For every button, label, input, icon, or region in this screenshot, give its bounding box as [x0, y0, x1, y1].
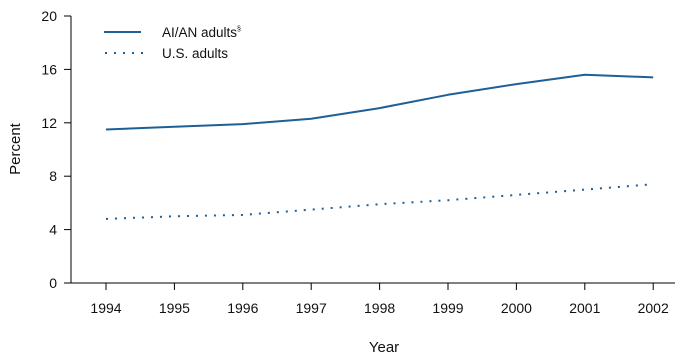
legend-label-us: U.S. adults — [162, 46, 228, 61]
x-tick-label: 2000 — [501, 300, 532, 316]
x-tick-label: 1997 — [296, 300, 327, 316]
x-tick-label: 2001 — [569, 300, 600, 316]
y-tick-label: 20 — [41, 8, 57, 24]
legend: AI/AN adults§ U.S. adults — [104, 25, 241, 61]
y-axis-title: Percent — [7, 122, 24, 175]
legend-label-ai-an-text: AI/AN adults — [162, 25, 237, 40]
x-axis-title: Year — [369, 339, 399, 353]
series-line-ai-an-adults — [105, 73, 654, 131]
y-tick-label: 8 — [49, 168, 57, 184]
series-line-us-adults — [105, 183, 654, 220]
x-axis-ticks: 1994 1995 1996 1997 1998 1999 2000 2001 2002 — [90, 283, 669, 316]
x-tick-label: 1999 — [432, 300, 463, 316]
y-tick-label: 4 — [49, 222, 57, 238]
y-tick-label: 0 — [49, 275, 57, 291]
x-tick-label: 1998 — [364, 300, 395, 316]
legend-label-ai-an-sup: § — [237, 26, 241, 33]
chart-axes — [70, 16, 675, 284]
x-tick-label: 1995 — [159, 300, 190, 316]
x-tick-label: 1996 — [227, 300, 258, 316]
y-axis-ticks: 0 4 8 12 16 20 — [41, 8, 71, 291]
y-tick-label: 12 — [41, 115, 57, 131]
x-tick-label: 1994 — [90, 300, 121, 316]
y-tick-label: 16 — [41, 61, 57, 77]
series-lines — [105, 73, 654, 220]
x-tick-label: 2002 — [638, 300, 669, 316]
legend-label-ai-an: AI/AN adults§ — [162, 25, 241, 40]
